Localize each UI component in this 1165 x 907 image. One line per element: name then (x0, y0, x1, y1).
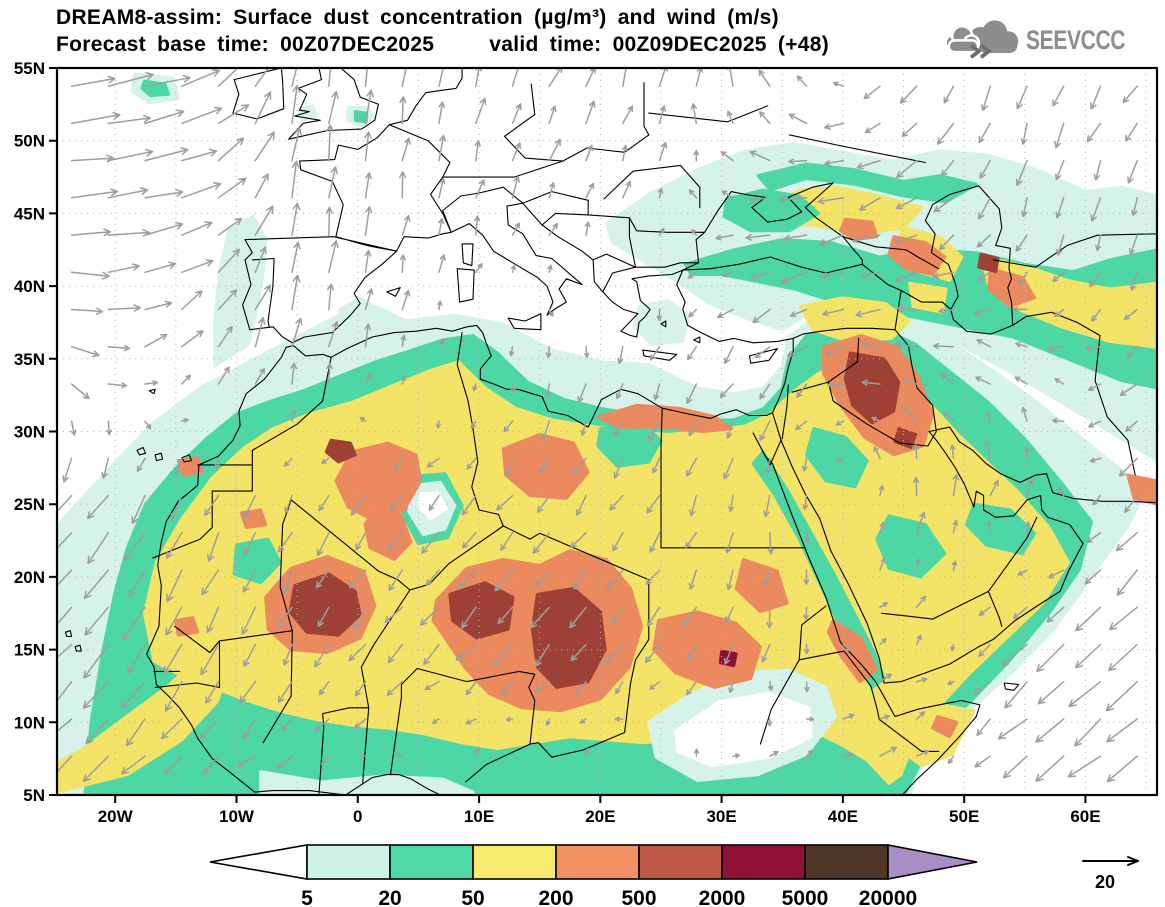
dust-fill-regions (57, 72, 1157, 795)
svg-text:10N: 10N (14, 713, 45, 732)
svg-text:20: 20 (1095, 872, 1115, 892)
svg-text:60E: 60E (1070, 807, 1100, 826)
svg-text:20000: 20000 (859, 887, 917, 907)
svg-text:20: 20 (378, 887, 401, 907)
svg-text:10E: 10E (464, 807, 494, 826)
svg-text:30N: 30N (14, 423, 45, 442)
svg-text:0: 0 (353, 807, 362, 826)
coastlines-borders (64, 68, 1157, 795)
map-frame (49, 66, 1159, 803)
latlon-gridlines (57, 68, 1157, 795)
svg-text:5000: 5000 (782, 887, 829, 907)
svg-text:50E: 50E (949, 807, 979, 826)
svg-text:40N: 40N (14, 277, 45, 296)
wind-arrows (57, 68, 1138, 783)
svg-text:25N: 25N (14, 495, 45, 514)
valid-time: valid time: 00Z09DEC2025 (+48) (489, 33, 830, 56)
seevccc-logo-text: SEEVCCC (1025, 24, 1126, 55)
svg-text:200: 200 (538, 887, 573, 907)
svg-text:30E: 30E (706, 807, 736, 826)
svg-text:20N: 20N (14, 568, 45, 587)
svg-text:40E: 40E (828, 807, 858, 826)
svg-text:15N: 15N (14, 641, 45, 660)
svg-text:35N: 35N (14, 350, 45, 369)
forecast-base-time: Forecast base time: 00Z07DEC2025 (56, 33, 435, 56)
chart-subtitle: Forecast base time: 00Z07DEC2025 valid ti… (56, 33, 829, 57)
svg-text:500: 500 (621, 887, 656, 907)
svg-text:45N: 45N (14, 204, 45, 223)
svg-text:50: 50 (461, 887, 484, 907)
svg-text:50N: 50N (14, 132, 45, 151)
svg-text:20W: 20W (98, 807, 134, 826)
colorbar-legend: 5 20 50 200 500 2000 5000 20000 (209, 844, 978, 907)
svg-text:5: 5 (301, 887, 313, 907)
svg-text:2000: 2000 (699, 887, 746, 907)
svg-text:5N: 5N (23, 786, 45, 805)
chart-title: DREAM8-assim: Surface dust concentration… (56, 6, 779, 29)
seevccc-logo: SEEVCCC (940, 17, 1153, 63)
axis-tick-labels: 55N 50N 45N 40N 35N 30N 25N 20N 15N 10N 5N 20W 10W 0 1… (14, 59, 1101, 826)
svg-text:20E: 20E (585, 807, 615, 826)
seevccc-cloud-icon (944, 20, 1019, 59)
svg-text:55N: 55N (14, 59, 45, 78)
svg-text:10W: 10W (219, 807, 255, 826)
wind-reference-arrow: 20 (1082, 856, 1139, 892)
